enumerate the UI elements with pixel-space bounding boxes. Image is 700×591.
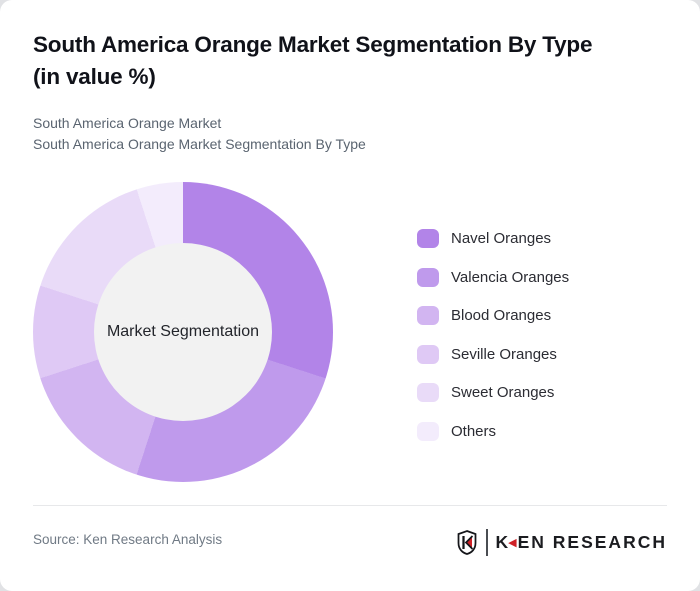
legend-swatch (417, 344, 439, 364)
legend-swatch (417, 421, 439, 441)
chart-subtitle-segmentation: South America Orange Market Segmentation… (33, 136, 366, 152)
legend-item-valencia-oranges[interactable]: Valencia Oranges (417, 267, 570, 287)
logo-wordmark-rest: EN RESEARCH (517, 531, 667, 552)
legend-label: Blood Oranges (451, 307, 552, 324)
source-note: Source: Ken Research Analysis (33, 532, 223, 547)
legend-item-others[interactable]: Others (417, 421, 569, 441)
legend-item-blood-oranges[interactable]: Blood Oranges (417, 306, 569, 325)
legend-label: Others (451, 422, 497, 440)
ken-research-shield-icon (457, 529, 476, 555)
page-title: South America Orange Market Segmentation… (33, 29, 667, 93)
legend-swatch (417, 383, 439, 402)
page-title-line-2: (in value %) (33, 64, 156, 89)
legend-swatch (417, 229, 439, 248)
legend-swatch (417, 267, 439, 287)
donut-chart[interactable]: Market Segmentation (33, 182, 333, 482)
logo-divider-bar (485, 528, 488, 556)
chart-legend: Navel Oranges Valencia Oranges Blood Orang… (417, 229, 569, 460)
legend-label: Valencia Oranges (451, 268, 570, 286)
page-title-line-1: South America Orange Market Segmentation… (33, 32, 593, 57)
legend-label: Seville Oranges (451, 345, 557, 363)
red-triangle-icon: ◀ (508, 537, 517, 549)
legend-swatch (417, 306, 439, 325)
legend-label: Sweet Oranges (451, 384, 555, 401)
ken-research-logo: K ◀ EN RESEARCH (457, 526, 668, 558)
legend-item-sweet-oranges[interactable]: Sweet Oranges (417, 383, 569, 402)
donut-center: Market Segmentation (94, 243, 272, 421)
legend-label: Navel Oranges (451, 230, 552, 247)
legend-item-navel-oranges[interactable]: Navel Oranges (417, 229, 569, 248)
chart-subtitle-market: South America Orange Market (33, 115, 222, 131)
footer-divider (33, 505, 667, 506)
logo-wordmark: K ◀ EN RESEARCH (496, 532, 668, 553)
legend-item-seville-oranges[interactable]: Seville Oranges (417, 344, 569, 364)
donut-center-label: Market Segmentation (106, 323, 260, 340)
logo-wordmark-k: K (495, 531, 511, 552)
